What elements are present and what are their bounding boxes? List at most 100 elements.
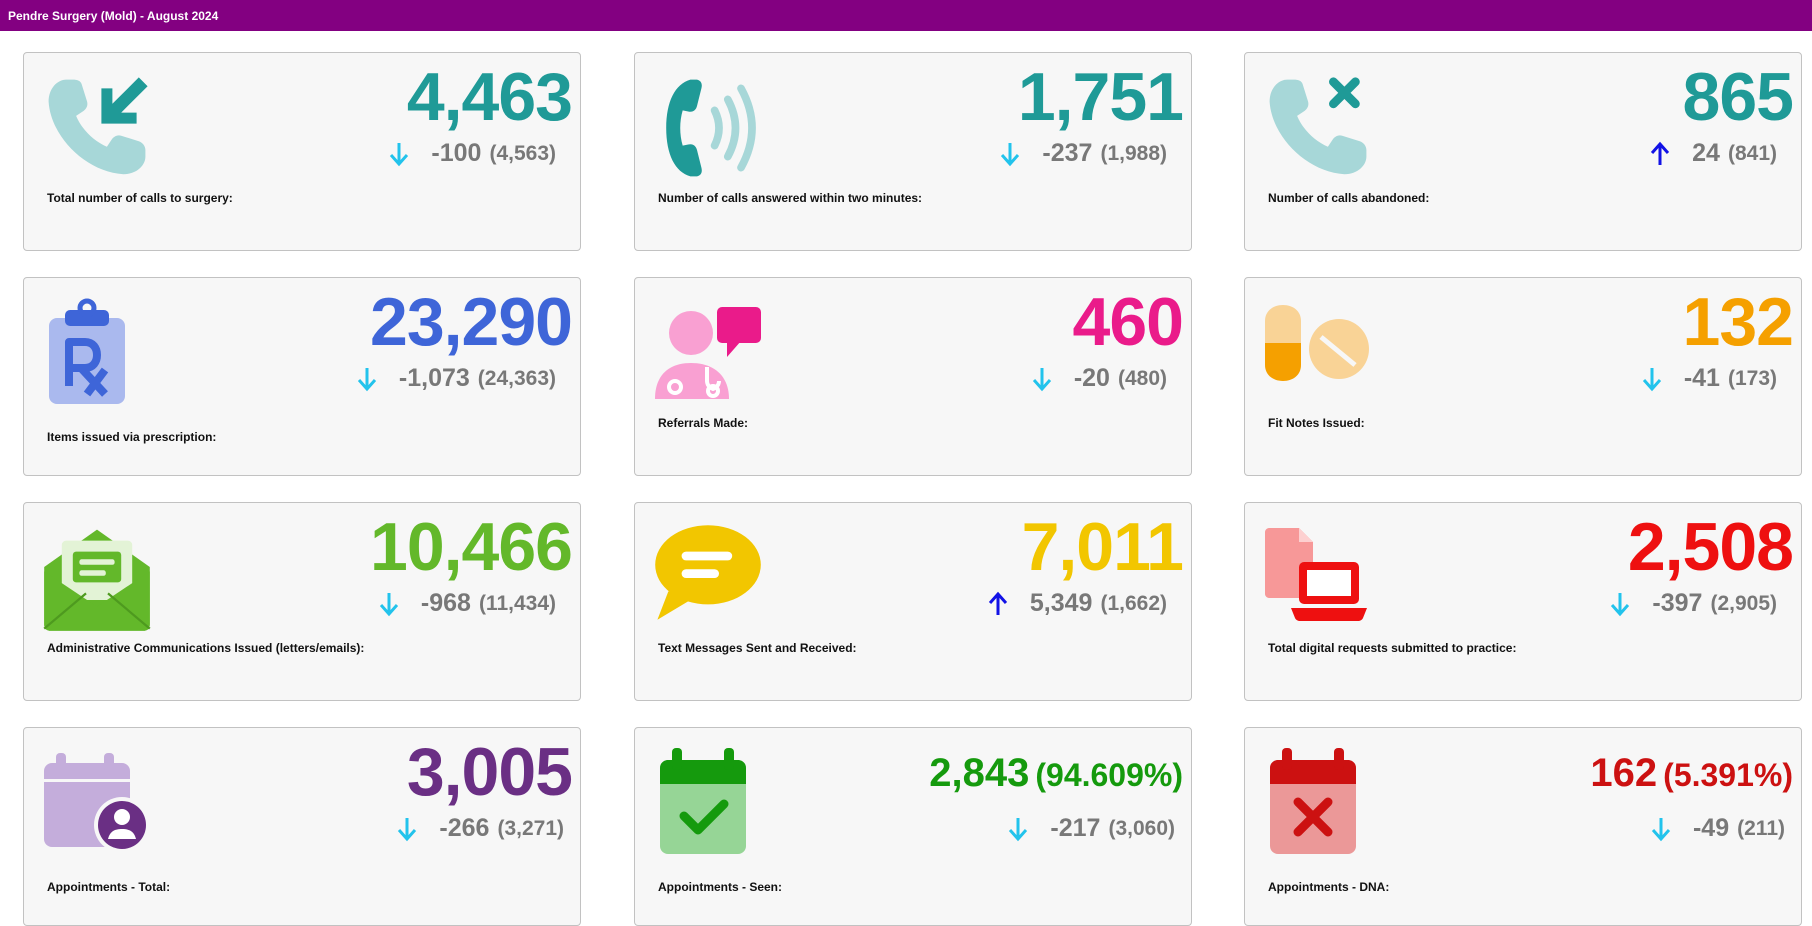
kpi-change: -49 (211) (1651, 814, 1785, 843)
kpi-label: Number of calls answered within two minu… (658, 191, 923, 205)
arrow-down-icon (379, 592, 399, 616)
kpi-label: Items issued via prescription: (47, 430, 217, 444)
kpi-card-prescriptions: 23,290 -1,073 (24,363) Items issued via … (23, 277, 581, 476)
kpi-previous: (841) (1727, 141, 1777, 165)
arrow-up-icon (988, 591, 1008, 615)
report-title: Pendre Surgery (Mold) - August 2024 (8, 9, 219, 23)
arrow-down-icon (398, 817, 417, 841)
kpi-card-calls-total: 4,463 -100 (4,563) Total number of calls… (23, 52, 581, 251)
kpi-change: -217 (3,060) (1008, 814, 1175, 843)
arrow-up-icon (1651, 141, 1670, 165)
kpi-change: -266 (3,271) (397, 814, 564, 843)
speech-bubble-icon (655, 525, 761, 620)
kpi-label: Number of calls abandoned: (1268, 191, 1430, 205)
phone-incoming-icon (48, 77, 148, 175)
kpi-change: -397 (2,905) (1610, 589, 1777, 618)
document-laptop-icon (1265, 528, 1367, 621)
kpi-card-digital-requests: 2,508 -397 (2,905) Total digital request… (1244, 502, 1802, 701)
calendar-check-icon (660, 748, 746, 854)
kpi-value: 460 (1072, 284, 1184, 360)
kpi-value-count: 162 (1590, 751, 1658, 795)
kpi-delta: -397 (1652, 589, 1703, 617)
kpi-label: Referrals Made: (658, 416, 749, 430)
kpi-label: Appointments - Seen: (658, 880, 783, 894)
open-envelope-icon (43, 529, 151, 631)
kpi-delta: -49 (1692, 814, 1730, 842)
kpi-delta: 5,349 (1029, 589, 1093, 617)
kpi-label: Appointments - Total: (47, 880, 171, 894)
kpi-delta: -1,073 (398, 364, 470, 392)
kpi-delta: -266 (439, 814, 490, 842)
kpi-label: Administrative Communications Issued (le… (47, 641, 365, 655)
kpi-change: 24 (841) (1650, 139, 1777, 168)
kpi-change: -968 (11,434) (379, 589, 556, 618)
kpi-delta: -41 (1683, 364, 1720, 392)
kpi-card-referrals: 460 -20 (480) Referrals Made: (634, 277, 1192, 476)
prescription-clipboard-icon (49, 298, 125, 404)
arrow-down-icon (1611, 592, 1630, 616)
kpi-change: -20 (480) (1032, 364, 1167, 393)
kpi-change: -100 (4,563) (389, 139, 556, 168)
kpi-label: Fit Notes Issued: (1268, 416, 1365, 430)
kpi-delta: -20 (1073, 364, 1110, 392)
kpi-previous: (24,363) (477, 366, 556, 390)
kpi-previous: (1,988) (1100, 141, 1167, 165)
arrow-down-icon (390, 142, 409, 166)
kpi-previous: (3,060) (1108, 816, 1175, 840)
doctor-chat-icon (655, 307, 761, 399)
kpi-change: -237 (1,988) (1000, 139, 1167, 168)
kpi-value: 10,466 (370, 509, 573, 585)
kpi-card-admin-comms: 10,466 -968 (11,434) Administrative Comm… (23, 502, 581, 701)
kpi-card-appointments-seen: 2,843 (94.609%) -217 (3,060) Appointments… (634, 727, 1192, 926)
calendar-cross-icon (1270, 748, 1356, 854)
kpi-previous: (3,271) (497, 816, 564, 840)
kpi-label: Total number of calls to surgery: (47, 191, 233, 205)
kpi-label: Text Messages Sent and Received: (658, 641, 857, 655)
kpi-value: 2,508 (1627, 509, 1794, 585)
arrow-down-icon (1651, 817, 1671, 841)
kpi-previous: (173) (1727, 366, 1777, 390)
kpi-card-fit-notes: 132 -41 (173) Fit Notes Issued: (1244, 277, 1802, 476)
kpi-value: 4,463 (406, 59, 573, 135)
kpi-delta: -100 (431, 139, 482, 167)
kpi-card-appointments-dna: 162 (5.391%) -49 (211) Appointments - DNA… (1244, 727, 1802, 926)
kpi-change: 5,349 (1,662) (988, 589, 1167, 618)
kpi-previous: (2,905) (1710, 591, 1777, 615)
arrow-down-icon (1001, 142, 1020, 166)
kpi-value: 2,843 (94.609%) (929, 748, 1183, 800)
phone-ringing-icon (666, 79, 756, 177)
kpi-value: 865 (1682, 59, 1794, 135)
kpi-delta: -237 (1042, 139, 1093, 167)
kpi-previous: (11,434) (478, 591, 556, 615)
kpi-label: Total digital requests submitted to prac… (1268, 641, 1517, 655)
kpi-value: 3,005 (406, 734, 573, 810)
phone-missed-icon (1269, 77, 1367, 175)
kpi-previous: (480) (1117, 366, 1167, 390)
kpi-card-calls-answered: 1,751 -237 (1,988) Number of calls answe… (634, 52, 1192, 251)
kpi-value: 162 (5.391%) (1590, 748, 1793, 800)
arrow-down-icon (1032, 367, 1051, 391)
kpi-delta: -217 (1050, 814, 1101, 842)
kpi-value-percent: (94.609%) (1035, 757, 1183, 793)
kpi-delta: -968 (420, 589, 471, 617)
kpi-card-text-messages: 7,011 5,349 (1,662) Text Messages Sent a… (634, 502, 1192, 701)
kpi-value: 1,751 (1017, 59, 1184, 135)
kpi-previous: (1,662) (1100, 591, 1167, 615)
kpi-value: 132 (1682, 284, 1794, 360)
arrow-down-icon (357, 367, 377, 391)
pills-icon (1265, 305, 1369, 381)
kpi-card-appointments-total: 3,005 -266 (3,271) Appointments - Total: (23, 727, 581, 926)
kpi-value-percent: (5.391%) (1663, 757, 1793, 793)
kpi-delta: 24 (1692, 139, 1720, 167)
kpi-value: 23,290 (370, 284, 573, 360)
kpi-value-count: 2,843 (929, 751, 1030, 795)
kpi-card-calls-abandoned: 865 24 (841) Number of calls abandoned: (1244, 52, 1802, 251)
kpi-value: 7,011 (1021, 509, 1184, 585)
kpi-change: -1,073 (24,363) (357, 364, 556, 393)
report-title-bar: Pendre Surgery (Mold) - August 2024 (0, 0, 1812, 31)
kpi-label: Appointments - DNA: (1268, 880, 1390, 894)
arrow-down-icon (1642, 367, 1661, 391)
calendar-user-icon (44, 753, 150, 853)
kpi-previous: (4,563) (489, 141, 556, 165)
arrow-down-icon (1009, 817, 1028, 841)
